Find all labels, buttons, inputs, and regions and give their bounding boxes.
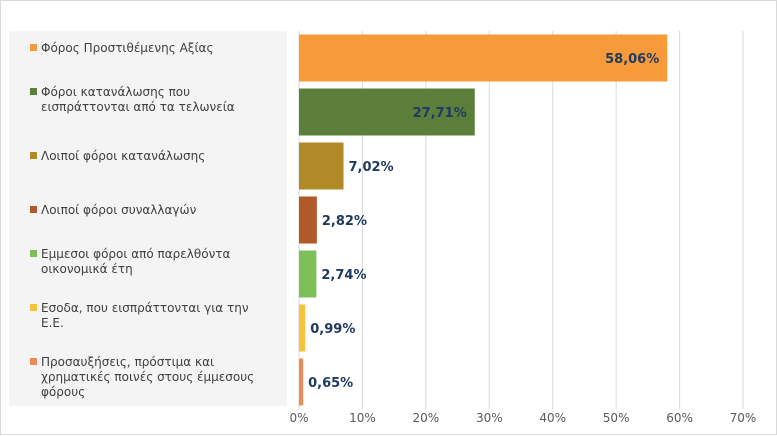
legend-swatch [30,88,37,95]
category-label: Λοιποί φόροι συναλλαγών [41,203,197,217]
bar [299,196,317,244]
legend-swatch [30,206,37,213]
category-label: οικονομικά έτη [41,262,133,276]
data-label: 58,06% [605,52,659,67]
legend-swatch [30,358,37,365]
category-label: Εμμεσοι φόροι από παρελθόντα [41,247,230,261]
bar [299,88,475,136]
category-label: Ε.Ε. [41,316,64,330]
legend-swatch [30,304,37,311]
x-tick-label: 20% [413,411,440,425]
category-label: Φόροι κατανάλωσης που [41,85,190,99]
x-tick-label: 30% [476,411,503,425]
category-legend: Φόρος Προστιθέμενης Αξίας Φόροι κατανάλωσ… [30,41,254,399]
legend-panel [9,31,287,406]
x-tick-label: 60% [666,411,693,425]
data-label: 0,99% [310,322,355,337]
bar [299,142,344,190]
legend-swatch [30,250,37,257]
x-tick-label: 10% [349,411,376,425]
category-label: Εσοδα, που εισπράττονται για την [41,301,249,315]
category-label: φόρους [41,385,85,399]
legend-swatch [30,152,37,159]
category-label: χρηματικές ποινές στους έμμεσους [41,370,254,384]
data-label: 2,74% [321,268,366,283]
x-tick-label: 0% [289,411,308,425]
data-label: 0,65% [308,376,353,391]
x-tick-label: 70% [730,411,757,425]
legend-swatch [30,44,37,51]
category-label: εισπράττονται από τα τελωνεία [41,100,235,114]
x-axis-ticks: 0% 10% 20% 30% 40% 50% 60% 70% [289,411,756,425]
data-label: 7,02% [349,160,394,175]
bar [299,34,668,82]
x-tick-label: 50% [603,411,630,425]
data-label: 2,82% [322,214,367,229]
category-label: Προσαυξήσεις, πρόστιμα και [41,355,214,369]
bar [299,304,306,352]
bar [299,358,304,406]
data-label: 27,71% [413,106,467,121]
bars: 58,06% 27,71% 7,02% 2,82% 2,74% 0,99% 0,65% [299,34,668,406]
category-label: Λοιποί φόροι κατανάλωσης [41,149,205,163]
bar [299,250,317,298]
x-tick-label: 40% [539,411,566,425]
category-label: Φόρος Προστιθέμενης Αξίας [41,41,214,55]
